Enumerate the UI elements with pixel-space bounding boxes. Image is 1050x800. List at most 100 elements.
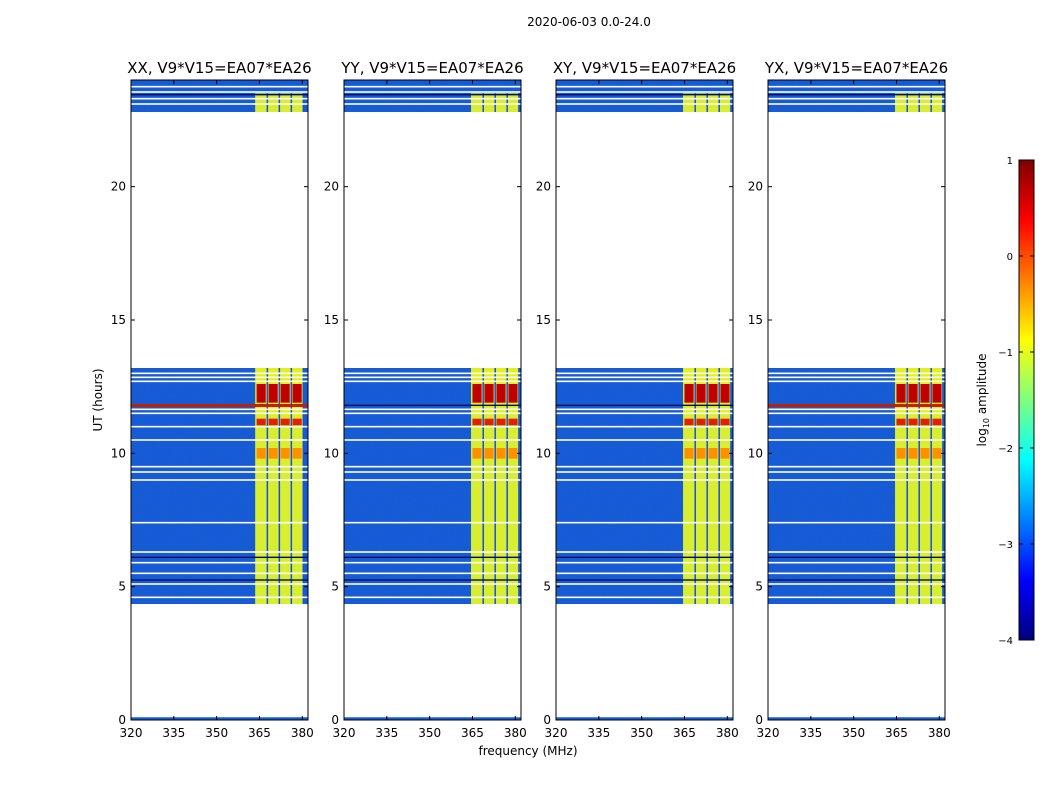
hot-spot xyxy=(708,448,718,459)
heatmap-noise xyxy=(131,717,308,720)
y-tick-label: 5 xyxy=(331,580,339,594)
x-tick-label: 380 xyxy=(716,726,739,740)
gap-line xyxy=(768,572,945,575)
gap-line xyxy=(344,561,521,564)
gap-line xyxy=(556,376,733,379)
channel-gap xyxy=(918,368,920,604)
gap-line xyxy=(768,408,945,411)
dark-line xyxy=(344,93,521,96)
axes-frame xyxy=(555,79,734,721)
gap-line xyxy=(768,479,945,481)
gap-line xyxy=(131,471,308,473)
heatmap-noise xyxy=(768,717,945,720)
hot-spot xyxy=(292,418,302,426)
gap-line xyxy=(344,465,521,468)
x-tick-label: 365 xyxy=(248,726,271,740)
y-tick-label: 20 xyxy=(536,180,551,194)
hot-spot xyxy=(720,384,730,403)
channel-gap xyxy=(718,93,720,112)
x-tick-label: 380 xyxy=(504,726,527,740)
gap-line xyxy=(556,425,733,428)
y-tick-label: 20 xyxy=(324,180,339,194)
hot-spot xyxy=(896,384,906,403)
gap-line xyxy=(768,439,945,441)
gap-line xyxy=(556,97,733,100)
gap-line xyxy=(556,439,733,441)
dark-line xyxy=(768,556,945,559)
channel-gap xyxy=(494,368,496,604)
dark-line xyxy=(131,579,308,581)
y-axis-label: UT (hours) xyxy=(91,368,105,431)
gap-line xyxy=(344,408,521,411)
x-axis-label: frequency (MHz) xyxy=(478,744,577,758)
channel-gap xyxy=(278,93,281,112)
x-tick-label: 350 xyxy=(630,726,653,740)
gap-line xyxy=(556,479,733,481)
y-tick-label: 15 xyxy=(536,313,551,327)
hot-spot xyxy=(496,384,506,403)
hot-spot xyxy=(720,418,730,426)
gap-line xyxy=(768,425,945,428)
channel-gap xyxy=(694,368,696,604)
gap-line xyxy=(131,412,308,415)
heatmap-noise xyxy=(344,717,521,720)
hot-spot xyxy=(268,418,278,426)
hot-spot xyxy=(896,418,906,426)
channel-gap xyxy=(266,368,269,604)
gap-line xyxy=(556,551,733,553)
gap-line xyxy=(768,596,945,599)
dark-line xyxy=(344,556,521,559)
gap-line xyxy=(768,372,945,375)
hot-spot xyxy=(496,418,506,426)
gap-line xyxy=(556,85,733,88)
gap-line xyxy=(556,596,733,599)
hot-line xyxy=(131,404,308,407)
gap-line xyxy=(344,479,521,481)
gap-line xyxy=(344,412,521,415)
y-tick-label: 10 xyxy=(324,446,339,460)
gap-line xyxy=(556,91,733,93)
gap-line xyxy=(556,572,733,575)
dark-line xyxy=(556,579,733,581)
gap-line xyxy=(768,465,945,468)
gap-line xyxy=(768,583,945,585)
x-tick-label: 365 xyxy=(461,726,484,740)
x-tick-label: 380 xyxy=(291,726,314,740)
channel-gap xyxy=(918,93,920,112)
hot-spot xyxy=(484,448,494,459)
hot-spot xyxy=(280,448,290,459)
hot-spot xyxy=(908,418,918,426)
gap-line xyxy=(131,583,308,585)
dark-line xyxy=(344,404,521,407)
hot-spot xyxy=(932,418,942,426)
gap-line xyxy=(556,103,733,105)
channel-gap xyxy=(706,368,708,604)
gap-line xyxy=(344,380,521,383)
colorbar: 1 0 −1 −2 −3 −4 log10 amplitude xyxy=(975,156,1035,647)
hot-spot xyxy=(684,384,694,403)
hot-spot xyxy=(920,384,930,403)
hot-spot xyxy=(292,384,302,403)
gap-line xyxy=(556,561,733,564)
gap-line xyxy=(344,372,521,375)
gap-line xyxy=(556,372,733,375)
x-tick-label: 350 xyxy=(205,726,228,740)
gap-line xyxy=(556,380,733,383)
dark-line xyxy=(344,579,521,581)
gap-line xyxy=(131,572,308,575)
hot-spot xyxy=(484,384,494,403)
y-tick-label: 5 xyxy=(543,580,551,594)
gap-line xyxy=(768,103,945,105)
panel-title: XX, V9*V15=EA07*EA26 xyxy=(127,59,311,77)
gap-line xyxy=(131,551,308,553)
channel-gap xyxy=(290,93,293,112)
gap-line xyxy=(131,380,308,383)
panel-3: XY, V9*V15=EA07*EA26 320 335 350 365 380 0 5 10 1… xyxy=(536,59,739,740)
hot-spot xyxy=(472,448,482,459)
gap-line xyxy=(768,471,945,473)
hot-spot xyxy=(908,448,918,459)
panel-4: YX, V9*V15=EA07*EA26 320 335 350 365 380 0 5 10 1… xyxy=(748,59,951,740)
dark-line xyxy=(768,579,945,581)
hot-spot xyxy=(708,384,718,403)
